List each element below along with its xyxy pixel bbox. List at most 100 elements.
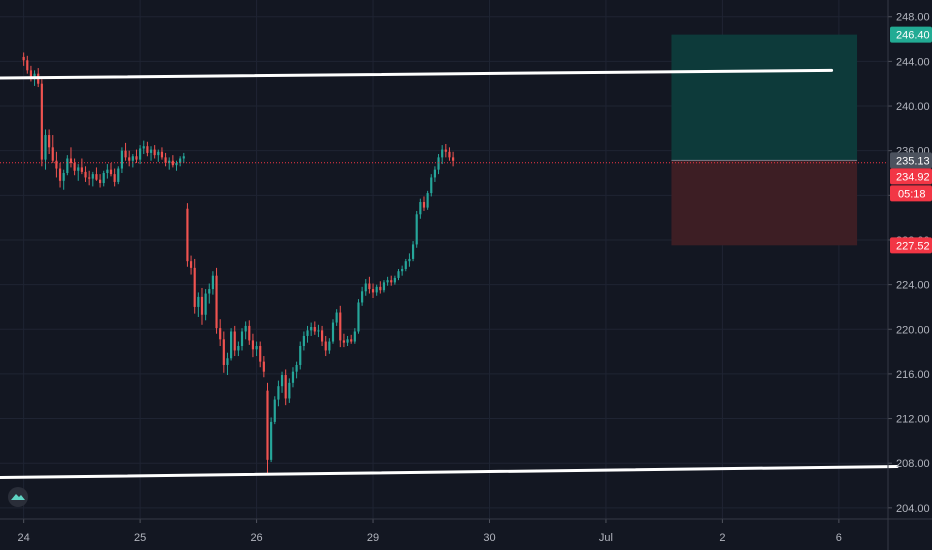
candle-body [426, 193, 429, 208]
price-tick-label: 220.00 [896, 324, 930, 336]
logo-mountain-icon [11, 494, 25, 500]
candle-body [346, 339, 349, 343]
price-tick-label: 212.00 [896, 414, 930, 426]
candle-body [320, 330, 324, 342]
long-position-tool[interactable] [671, 34, 858, 246]
candle-body [219, 328, 222, 340]
candle-body [401, 268, 404, 272]
candle-body [142, 146, 145, 149]
candle-body [419, 202, 422, 215]
price-tag-box [890, 237, 932, 254]
candle-body [368, 283, 371, 290]
candle-body [361, 291, 364, 303]
candle-body [40, 83, 43, 160]
candle-body [197, 296, 200, 307]
candle-body [157, 151, 160, 156]
candle-body [350, 339, 353, 342]
candle-body [48, 135, 51, 148]
candle-body [273, 399, 276, 422]
candle-body [430, 177, 433, 194]
candle-body [382, 282, 386, 291]
candle-body [73, 162, 76, 171]
candle-body [175, 162, 178, 166]
candle-body [233, 331, 236, 351]
trendlines[interactable] [0, 68, 899, 480]
candle-body [131, 156, 134, 161]
price-tag-box [890, 168, 932, 185]
price-tag-label: 227.52 [896, 240, 930, 252]
candle-body [277, 386, 280, 400]
price-tag-label: 246.40 [896, 30, 930, 42]
candle-body [44, 135, 47, 160]
price-tick-label: 248.00 [896, 12, 930, 24]
candle-body [113, 174, 116, 182]
candle-body [211, 275, 214, 290]
candle-body [390, 280, 393, 283]
time-tick-label: 6 [836, 532, 842, 544]
candle-body [357, 302, 360, 332]
candle-body [182, 156, 185, 159]
time-tick-label: Jul [599, 532, 613, 544]
candle-body [149, 149, 153, 153]
candle-body [313, 327, 316, 332]
trendline[interactable] [0, 68, 834, 80]
candle-body [310, 327, 313, 331]
position-loss-zone[interactable] [671, 160, 858, 246]
candle-body [55, 160, 58, 169]
candle-body [251, 340, 255, 350]
price-tick-label: 208.00 [896, 458, 930, 470]
candle-body [230, 331, 233, 359]
time-tick-label: 29 [367, 532, 379, 544]
candle-body [379, 286, 382, 291]
candle-body [328, 341, 331, 351]
candle-body [102, 173, 105, 184]
candle-body [364, 283, 367, 292]
candle-body [270, 421, 273, 460]
candle-body [193, 267, 196, 307]
candle-body [397, 271, 400, 278]
candle-body [51, 147, 54, 161]
price-tag-box [890, 26, 932, 43]
candle-body [200, 296, 204, 315]
candle-body [255, 346, 258, 350]
candle-body [448, 151, 451, 158]
candle-body [408, 258, 411, 262]
candle-body [415, 214, 418, 245]
price-tick-label: 204.00 [896, 503, 930, 515]
trendline[interactable] [0, 465, 899, 480]
candle-body [371, 289, 375, 293]
countdown-box [890, 185, 932, 202]
price-tag-label: 235.13 [896, 155, 930, 167]
candle-body [153, 149, 156, 156]
candle-body [335, 312, 338, 323]
candle-body [91, 174, 94, 179]
candle-body [331, 322, 335, 342]
candle-body [106, 169, 109, 173]
position-profit-zone[interactable] [671, 34, 858, 161]
candle-body [248, 325, 251, 341]
countdown-label: 05:18 [898, 188, 926, 200]
candle-body [77, 167, 80, 171]
time-axis[interactable]: 24 25 26 29 30 Jul 2 6 [0, 518, 932, 544]
candle-body [284, 375, 287, 399]
candle-body [58, 168, 62, 181]
time-tick-label: 2 [719, 532, 725, 544]
tradingview-logo[interactable] [8, 487, 28, 507]
candle-body [244, 325, 247, 332]
candle-body [375, 286, 378, 293]
candle-body [26, 60, 29, 71]
time-tick-label: 30 [483, 532, 495, 544]
candle-body [240, 331, 244, 346]
candle-body [168, 160, 171, 163]
price-tick-label: 216.00 [896, 369, 930, 381]
candle-body [186, 208, 189, 262]
price-tick-label: 244.00 [896, 56, 930, 68]
candle-body [339, 312, 342, 341]
candle-body [135, 156, 138, 160]
candle-body [80, 167, 83, 172]
candle-body [262, 361, 265, 372]
candle-body [306, 330, 309, 336]
candle-body [433, 169, 436, 178]
candle-body [302, 335, 305, 346]
